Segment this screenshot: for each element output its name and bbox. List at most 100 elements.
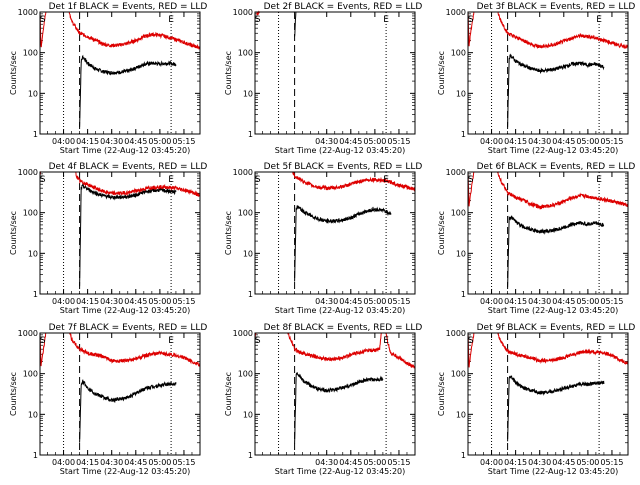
x-tick-label: 05:00 [363,137,386,146]
lld-series-line [254,332,416,369]
chart-title: Det 5f BLACK = Events, RED = LLD [264,162,423,172]
marker-e: E [596,15,602,25]
plot-frame [467,332,629,456]
marker-e: E [596,336,602,346]
x-tick-label: 05:00 [148,458,171,467]
y-tick-label: 1000 [233,168,253,177]
marker-e: E [596,175,602,185]
marker-e: E [383,336,389,346]
y-tick-label: 100 [23,209,38,218]
y-tick-label: 100 [451,49,466,58]
x-axis-label: Start Time (22-Aug-12 03:45:20) [60,146,191,155]
events-series-line [79,54,177,127]
chart-title: Det 2f BLACK = Events, RED = LLD [264,2,423,12]
events-series-line [79,379,177,443]
x-tick-label: 05:00 [576,297,599,306]
x-tick-label: 05:00 [576,458,599,467]
x-tick-label: 04:15 [504,297,527,306]
plot-frame [467,171,629,295]
x-tick-label: 05:15 [600,458,623,467]
chart-title: Det 6f BLACK = Events, RED = LLD [477,162,636,172]
y-tick-label: 1 [33,130,38,139]
x-tick-label: 05:00 [148,297,171,306]
x-tick-label: 05:00 [148,137,171,146]
y-tick-label: 10 [243,410,253,419]
y-tick-label: 1 [248,451,253,460]
panel-det-2: Det 2f BLACK = Events, RED = LLD Counts/s… [224,2,422,155]
x-axis-label: Start Time (22-Aug-12 03:45:20) [60,467,191,476]
y-tick-label: 10 [28,249,38,258]
plot-frame [39,332,201,456]
y-tick-label: 1000 [233,329,253,338]
x-tick-label: 04:00 [480,137,503,146]
marker-e: E [168,15,174,25]
x-tick-label: 05:15 [172,458,195,467]
y-tick-label: 1000 [18,8,38,17]
x-tick-label: 04:30 [315,137,338,146]
marker-s: S [40,15,46,25]
marker-e: E [383,175,389,185]
y-tick-label: 10 [243,249,253,258]
x-tick-label: 04:00 [52,458,75,467]
marker-s: S [255,15,261,25]
x-axis-label: Start Time (22-Aug-12 03:45:20) [60,306,191,315]
y-axis-label: Counts/sec [224,51,233,95]
events-series-line [294,11,391,37]
panel-det-5: Det 5f BLACK = Events, RED = LLD Counts/s… [224,162,422,315]
events-series-line [507,375,605,442]
y-tick-label: 1 [461,130,466,139]
y-tick-label: 1 [461,451,466,460]
x-tick-label: 04:45 [339,297,362,306]
panel-det-8: Det 8f BLACK = Events, RED = LLD Counts/s… [224,323,422,476]
y-axis-label: Counts/sec [9,372,18,416]
x-tick-label: 04:45 [124,458,147,467]
x-tick-label: 04:15 [76,458,99,467]
x-tick-label: 04:15 [76,137,99,146]
y-tick-label: 100 [23,49,38,58]
y-tick-label: 100 [23,370,38,379]
x-tick-label: 05:15 [600,137,623,146]
y-axis-label: Counts/sec [224,211,233,255]
y-axis-label: Counts/sec [9,211,18,255]
marker-e: E [168,336,174,346]
marker-s: S [40,336,46,346]
panel-det-9: Det 9f BLACK = Events, RED = LLD Counts/s… [437,323,635,476]
x-tick-label: 05:15 [172,297,195,306]
chart-title: Det 9f BLACK = Events, RED = LLD [477,323,636,333]
y-tick-label: 100 [238,209,253,218]
x-tick-label: 04:45 [552,137,575,146]
panel-det-7: Det 7f BLACK = Events, RED = LLD Counts/s… [9,323,207,476]
panel-det-4: Det 4f BLACK = Events, RED = LLD Counts/s… [9,162,207,315]
x-tick-label: 04:30 [528,297,551,306]
y-tick-label: 1000 [446,329,466,338]
panel-det-3: Det 3f BLACK = Events, RED = LLD Counts/s… [437,2,635,155]
y-axis-label: Counts/sec [437,211,446,255]
plot-frame [39,171,201,295]
x-tick-label: 04:45 [124,137,147,146]
events-series-line [294,371,384,444]
x-tick-label: 05:15 [387,137,410,146]
y-axis-label: Counts/sec [9,51,18,95]
x-tick-label: 04:15 [504,137,527,146]
marker-s: S [468,15,474,25]
y-tick-label: 100 [238,49,253,58]
x-tick-label: 04:30 [100,458,123,467]
y-tick-label: 1000 [446,8,466,17]
x-tick-label: 05:15 [600,297,623,306]
x-axis-label: Start Time (22-Aug-12 03:45:20) [275,306,406,315]
y-tick-label: 10 [456,89,466,98]
x-tick-label: 05:15 [387,297,410,306]
x-tick-label: 04:30 [528,458,551,467]
chart-title: Det 7f BLACK = Events, RED = LLD [49,323,208,333]
x-tick-label: 05:15 [172,137,195,146]
marker-e: E [383,15,389,25]
x-tick-label: 05:00 [363,458,386,467]
x-tick-label: 04:30 [100,137,123,146]
marker-s: S [255,336,261,346]
y-tick-label: 1 [248,130,253,139]
chart-title: Det 3f BLACK = Events, RED = LLD [477,2,636,12]
y-tick-label: 1000 [233,8,253,17]
y-tick-label: 1000 [18,329,38,338]
plot-frame [39,11,201,135]
